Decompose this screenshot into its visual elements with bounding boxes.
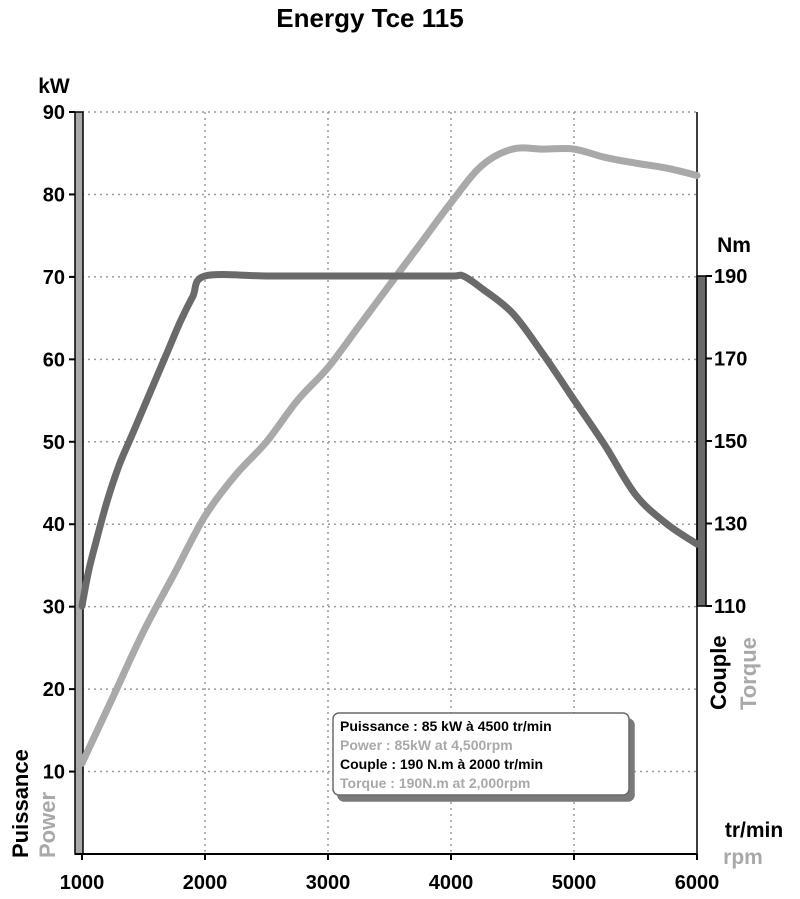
power-curve xyxy=(78,144,701,767)
legend-line-0: Puissance : 85 kW à 4500 tr/min xyxy=(340,718,552,734)
legend-box xyxy=(332,712,630,796)
x-axis-label-en: rpm xyxy=(723,846,763,869)
x-tick-label-2: 3000 xyxy=(306,872,351,894)
x-tick-label-3: 4000 xyxy=(429,872,474,894)
y-right-tick-label-2: 150 xyxy=(714,431,747,453)
torque-curve xyxy=(78,271,701,610)
chart-title: Energy Tce 115 xyxy=(276,3,463,33)
x-tick-label-1: 2000 xyxy=(183,872,228,894)
y-right-tick-label-0: 110 xyxy=(714,596,746,618)
side-label-torque: Torque xyxy=(736,637,761,710)
x-tick-label-5: 6000 xyxy=(675,872,720,894)
legend: Puissance : 85 kW à 4500 tr/min Power : 8… xyxy=(332,712,630,796)
y-left-tick-label-7: 80 xyxy=(43,184,65,206)
side-label-puissance: Puissance xyxy=(8,749,33,858)
legend-line-3: Torque : 190N.m at 2,000rpm xyxy=(340,775,530,791)
side-label-power: Power xyxy=(35,792,60,858)
x-tick-label-0: 1000 xyxy=(60,872,105,894)
y-left-tick-label-2: 30 xyxy=(43,597,65,619)
left-axis-bar xyxy=(74,111,84,855)
y-left-tick-label-4: 50 xyxy=(43,432,65,454)
legend-line-2: Couple : 190 N.m à 2000 tr/min xyxy=(340,756,543,772)
y-left-tick-label-1: 20 xyxy=(43,679,65,701)
y-left-tick-label-0: 10 xyxy=(43,762,65,784)
y-right-tick-label-3: 170 xyxy=(714,349,747,371)
side-label-couple: Couple xyxy=(706,635,731,710)
right-axis-bar xyxy=(696,275,707,607)
y-left-tick-label-3: 40 xyxy=(43,514,65,536)
x-axis-label: tr/min xyxy=(725,819,783,842)
legend-line-1: Power : 85kW at 4,500rpm xyxy=(340,737,513,753)
x-tick-label-4: 5000 xyxy=(552,872,597,894)
y-right-tick-label-1: 130 xyxy=(714,514,747,536)
y-axis-right-unit: Nm xyxy=(717,234,751,257)
y-left-tick-label-8: 90 xyxy=(43,102,65,124)
y-right-tick-label-4: 190 xyxy=(714,266,747,288)
y-left-tick-label-5: 60 xyxy=(43,349,65,371)
y-left-tick-label-6: 70 xyxy=(43,267,65,289)
y-axis-left-unit: kW xyxy=(38,75,70,98)
